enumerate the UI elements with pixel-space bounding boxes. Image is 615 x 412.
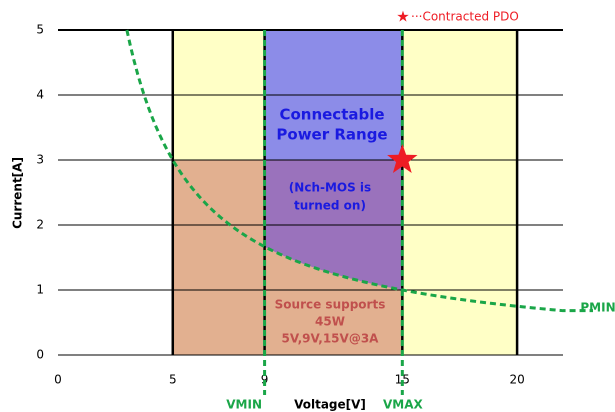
x-tick-label: 5 xyxy=(169,373,177,387)
annotation: 45W xyxy=(315,315,345,329)
vmax-label: VMAX xyxy=(383,398,424,412)
annotation: Power Range xyxy=(276,126,387,144)
x-tick-label: 20 xyxy=(509,373,524,387)
y-tick-label: 1 xyxy=(36,283,44,297)
x-axis-label: Voltage[V] xyxy=(294,398,366,412)
y-tick-label: 5 xyxy=(36,23,44,37)
annotation: (Nch-MOS is xyxy=(289,181,371,195)
pmin-curve xyxy=(125,29,593,313)
y-axis-label: Current[A] xyxy=(11,157,25,229)
contracted-pdo xyxy=(387,144,418,173)
y-tick-label: 4 xyxy=(36,88,44,102)
x-tick-label: 15 xyxy=(395,373,410,387)
legend-symbol: ★ xyxy=(396,8,409,26)
annotation: turned on) xyxy=(294,199,366,213)
y-tick-label: 0 xyxy=(36,348,44,362)
x-tick-label: 0 xyxy=(54,373,62,387)
pmin-label: PMIN xyxy=(580,301,615,315)
y-tick-label: 3 xyxy=(36,153,44,167)
annotation: Source supports xyxy=(275,298,386,312)
legend-text: ···Contracted PDO xyxy=(411,10,519,24)
annotation: 5V,9V,15V@3A xyxy=(282,332,380,346)
x-tick-label: 9 xyxy=(261,373,269,387)
y-tick-label: 2 xyxy=(36,218,44,232)
annotation: Connectable xyxy=(279,106,384,124)
vmin-label: VMIN xyxy=(226,398,262,412)
